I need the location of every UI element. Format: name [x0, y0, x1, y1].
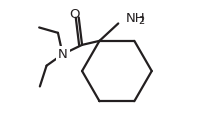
Text: N: N: [58, 48, 67, 61]
Text: NH: NH: [125, 12, 144, 25]
Text: 2: 2: [138, 16, 144, 26]
Text: O: O: [69, 8, 80, 21]
